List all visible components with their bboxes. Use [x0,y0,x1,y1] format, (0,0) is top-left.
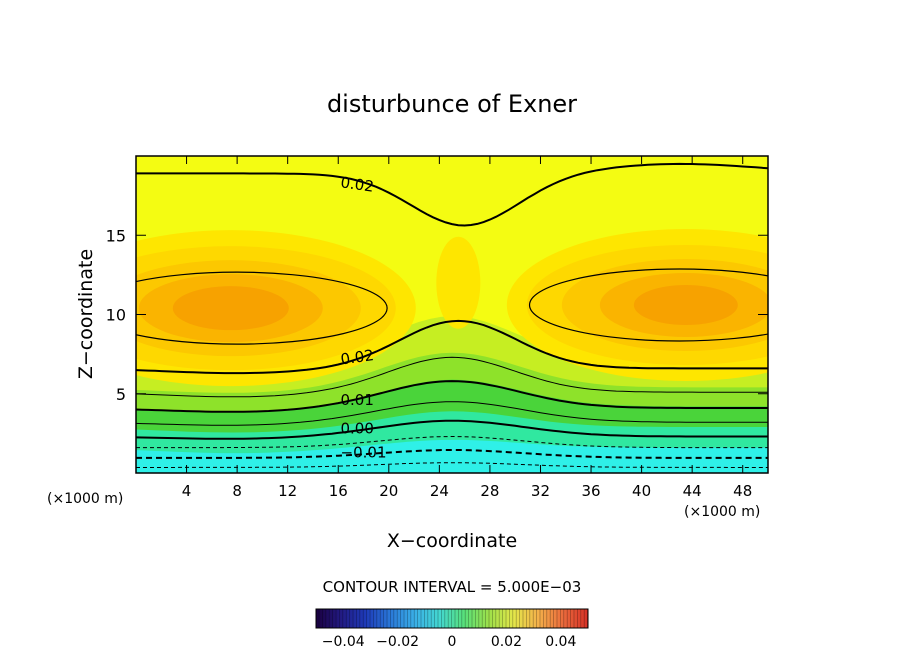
colorbar-tick-labels: −0.04 −0.02 0 0.02 0.04 [322,634,577,650]
y-axis-label: Z−coordinate [75,249,97,379]
x-axis-ticks: 4 8 12 16 20 24 28 32 36 40 44 48 [182,156,752,500]
colorbar-stripes [318,609,588,628]
chart-title: disturbunce of Exner [327,90,577,118]
x-unit-right: (×1000 m) [684,504,760,520]
contour-label: 0.02 [339,346,375,368]
x-tick-label: 44 [683,482,702,500]
x-tick-label: 32 [531,482,550,500]
x-tick-label: 8 [232,482,242,500]
y-tick-label: 10 [106,306,126,325]
colorbar-gradient [316,609,588,628]
x-tick-label: 36 [581,482,600,500]
contour-line-neg-0.015 [136,462,768,468]
x-tick-label: 16 [329,482,348,500]
colorbar-frame [315,608,589,629]
contour-line-neg-0.005 [136,435,768,449]
contour-line-0.015 [136,356,768,398]
x-tick-label: 40 [632,482,651,500]
contour-line-top-0.02 [136,162,768,227]
x-tick-label: 48 [733,482,752,500]
contour-line-0.00 [136,419,768,440]
contour-interval-text: CONTOUR INTERVAL = 5.000E−03 [323,578,582,596]
contour-label: 0.01 [340,391,373,409]
fill-saddle-mid [436,236,481,329]
colorbar-tick-label: −0.04 [322,634,365,650]
colorbar-tick-label: 0 [448,634,457,650]
x-tick-label: 24 [430,482,449,500]
fill-band-low-4 [136,439,768,473]
x-tick-label: 4 [182,482,192,500]
contour-line-neg-0.01 [136,449,768,459]
fill-lobe-right-4 [633,284,738,325]
colorbar-tick-label: 0.02 [491,634,522,650]
y-tick-label: 15 [106,226,126,245]
contour-loop-right [528,268,768,342]
fill-lobe-left-4 [172,286,289,331]
y-axis-ticks: 5 10 15 [106,226,768,404]
colorbar: −0.04 −0.02 0 0.02 0.04 [315,608,589,650]
x-tick-label: 12 [278,482,297,500]
x-tick-label: 28 [480,482,499,500]
contour-label: −0.01 [341,443,387,461]
contour-line-0.005 [136,401,768,426]
x-tick-label: 20 [379,482,398,500]
fill-saddle-top [388,156,529,212]
contour-label: 0.02 [339,173,375,195]
x-axis-label: X−coordinate [387,530,517,552]
contour-labels: 0.02 0.02 0.01 0.00 −0.01 [339,173,386,461]
contour-line-0.02 [136,319,768,375]
contour-line-0.01 [136,380,768,413]
x-unit-left: (×1000 m) [47,491,123,507]
contour-lines [136,162,768,468]
y-tick-label: 5 [116,385,126,404]
contour-loop-left [136,271,388,345]
contour-fills [136,156,768,473]
colorbar-tick-label: −0.02 [376,634,419,650]
contour-label: 0.00 [340,420,373,438]
plot-area: 0.020.020.010.00−0.01 4 8 12 16 20 24 28 32 36 40… [106,155,769,500]
colorbar-tick-label: 0.04 [545,634,576,650]
